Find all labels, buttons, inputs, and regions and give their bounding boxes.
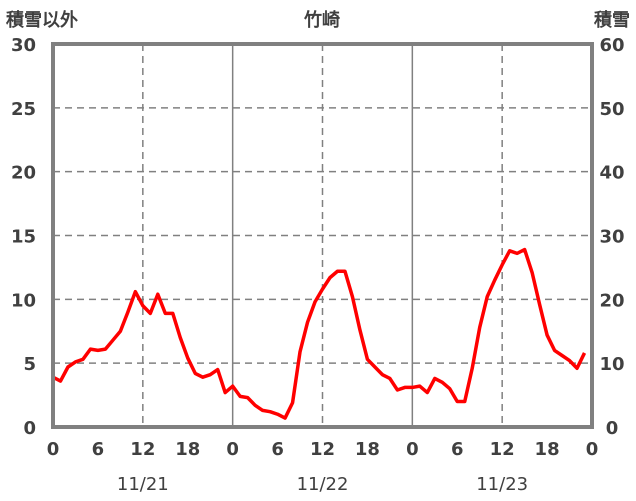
x-tick: 18	[535, 439, 560, 460]
y-tick-right: 50	[599, 99, 624, 120]
x-tick: 12	[130, 439, 155, 460]
x-tick: 18	[175, 439, 200, 460]
y-tick-left: 10	[11, 290, 36, 311]
x-tick: 6	[451, 439, 464, 460]
y-tick-right: 0	[606, 418, 619, 439]
series-line-non-snow	[52, 247, 587, 420]
x-tick: 0	[406, 439, 419, 460]
left-axis-label: 積雪以外	[5, 9, 78, 31]
y-tick-right: 60	[599, 35, 624, 56]
y-tick-right: 20	[599, 290, 624, 311]
y-tick-left: 30	[11, 35, 36, 56]
y-tick-left: 20	[11, 163, 36, 184]
date-label: 11/23	[476, 474, 528, 495]
y-tick-right: 40	[599, 163, 624, 184]
chart-title: 竹崎	[303, 9, 340, 31]
y-tick-left: 5	[23, 354, 36, 375]
plot-border	[51, 42, 594, 429]
x-tick: 12	[310, 439, 335, 460]
x-tick: 18	[355, 439, 380, 460]
date-label: 11/22	[297, 474, 349, 495]
x-tick: 6	[92, 439, 105, 460]
y-tick-right: 10	[599, 354, 624, 375]
x-tick: 0	[47, 439, 60, 460]
x-tick: 0	[586, 439, 599, 460]
y-tick-left: 15	[11, 227, 36, 248]
gridlines	[53, 44, 592, 427]
y-tick-left: 0	[23, 418, 36, 439]
y-tick-right: 30	[599, 227, 624, 248]
x-tick: 0	[226, 439, 239, 460]
x-tick: 6	[271, 439, 284, 460]
right-axis-label: 積雪	[593, 9, 630, 31]
y-tick-left: 25	[11, 99, 36, 120]
date-label: 11/21	[117, 474, 169, 495]
x-tick: 12	[490, 439, 515, 460]
